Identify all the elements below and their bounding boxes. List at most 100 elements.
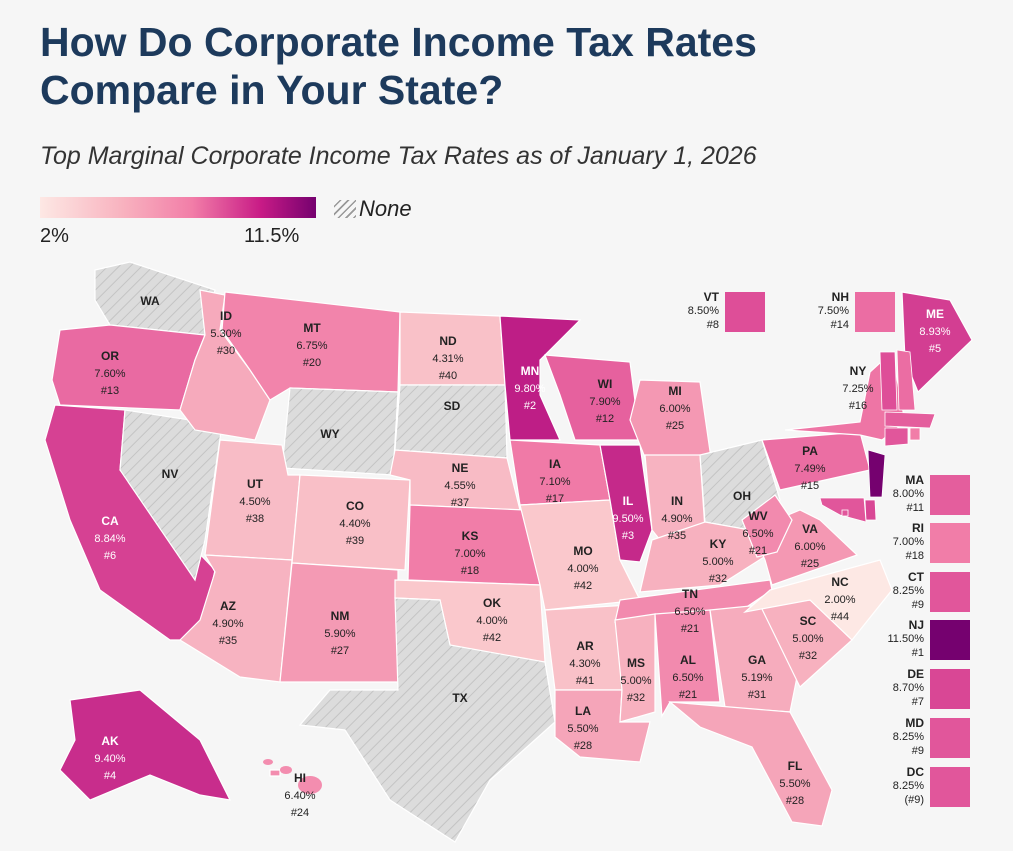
state-rank-label: #25	[666, 420, 684, 432]
state-rate-label: 7.00%	[454, 548, 485, 560]
callout-swatch-dc	[930, 767, 970, 807]
state-wy	[281, 387, 399, 476]
callout-rank: #9	[911, 599, 924, 611]
state-rank-label: #39	[346, 535, 364, 547]
state-rank-label: #4	[104, 770, 116, 782]
state-abbr-label: UT	[247, 477, 264, 491]
state-rate-label: 5.90%	[324, 628, 355, 640]
state-rate-label: 5.00%	[702, 556, 733, 568]
state-rank-label: #21	[749, 545, 767, 557]
state-rate-label: 4.30%	[569, 658, 600, 670]
state-abbr-label: WY	[320, 427, 339, 441]
state-rate-label: 5.00%	[792, 633, 823, 645]
state-rank-label: #41	[576, 675, 594, 687]
state-abbr-label: TX	[452, 691, 467, 705]
state-rank-label: #21	[679, 689, 697, 701]
state-rate-label: 6.40%	[284, 790, 315, 802]
state-hi-island	[298, 776, 322, 794]
state-rank-label: #3	[622, 530, 634, 542]
subtitle: Top Marginal Corporate Income Tax Rates …	[40, 142, 757, 170]
state-al	[654, 609, 721, 719]
state-rate-label: 9.40%	[94, 753, 125, 765]
state-vt	[879, 351, 898, 411]
callout-swatch-vt	[725, 292, 765, 332]
state-nj	[867, 449, 886, 498]
state-rank-label: #31	[748, 689, 766, 701]
callout-abbr: VT	[703, 290, 719, 304]
state-rate-label: 4.40%	[339, 518, 370, 530]
callout-label-ma: MA 8.00% #11	[874, 473, 924, 515]
callout-rank: #11	[906, 502, 924, 514]
state-abbr-label: ID	[220, 309, 232, 323]
state-abbr-label: PA	[802, 444, 818, 458]
callout-rate: 8.50%	[687, 305, 719, 317]
hatch-swatch-icon	[334, 200, 356, 218]
callout-rate: 8.25%	[892, 731, 924, 743]
state-nh	[896, 349, 916, 411]
state-rank-label: #13	[101, 385, 119, 397]
callout-swatch-ri	[930, 523, 970, 563]
state-rate-label: 5.00%	[620, 675, 651, 687]
state-abbr-label: IL	[623, 494, 634, 508]
callout-rate: 8.25%	[892, 780, 924, 792]
state-tn	[614, 579, 773, 623]
state-abbr-label: CO	[346, 499, 364, 513]
state-rate-label: 5.19%	[741, 672, 772, 684]
state-abbr-label: MN	[521, 364, 540, 378]
callout-abbr: RI	[912, 521, 924, 535]
state-rank-label: #44	[831, 611, 849, 623]
state-rank-label: #35	[668, 530, 686, 542]
state-ct	[884, 427, 909, 447]
state-hi	[269, 769, 281, 777]
callout-abbr: NJ	[908, 618, 924, 632]
state-abbr-label: VA	[802, 522, 818, 536]
state-abbr-label: AL	[680, 653, 696, 667]
state-wv	[741, 494, 793, 558]
state-rate-label: 7.60%	[94, 368, 125, 380]
state-abbr-label: NV	[162, 467, 179, 481]
state-abbr-label: IN	[671, 494, 683, 508]
state-abbr-label: NM	[331, 609, 350, 623]
state-rank-label: #25	[801, 558, 819, 570]
callout-label-nh: NH 7.50% #14	[799, 290, 849, 332]
state-abbr-label: AK	[101, 734, 119, 748]
state-abbr-label: WV	[748, 509, 767, 523]
callout-swatch-ma	[930, 475, 970, 515]
state-dc	[841, 509, 849, 517]
state-ma	[884, 411, 936, 429]
state-rank-label: #42	[483, 632, 501, 644]
callout-label-nj: NJ 11.50% #1	[874, 618, 925, 660]
state-abbr-label: MT	[303, 321, 321, 335]
state-or	[51, 324, 206, 411]
state-rank-label: #32	[627, 692, 645, 704]
state-co	[291, 474, 411, 571]
state-ms	[614, 613, 656, 723]
state-rate-label: 7.49%	[794, 463, 825, 475]
state-abbr-label: FL	[788, 759, 803, 773]
legend-none: None	[334, 196, 412, 222]
state-rate-label: 4.00%	[476, 615, 507, 627]
state-hi-island	[280, 766, 292, 774]
state-abbr-label: OK	[483, 596, 501, 610]
state-rate-label: 6.75%	[296, 340, 327, 352]
callout-swatch-nh	[855, 292, 895, 332]
state-rank-label: #15	[801, 480, 819, 492]
state-abbr-label: ND	[439, 334, 457, 348]
state-rate-label: 7.10%	[539, 476, 570, 488]
callout-abbr: NH	[831, 290, 849, 304]
state-rank-label: #35	[219, 635, 237, 647]
state-rank-label: #38	[246, 513, 264, 525]
legend-max-label: 11.5%	[244, 225, 300, 247]
state-abbr-label: MS	[627, 656, 645, 670]
state-rate-label: 4.31%	[432, 353, 463, 365]
state-rank-label: #12	[596, 413, 614, 425]
legend-min-label: 2%	[40, 225, 69, 247]
callout-abbr: MD	[905, 716, 924, 730]
state-abbr-label: AZ	[220, 599, 236, 613]
callout-rank: #14	[830, 319, 849, 331]
state-abbr-label: TN	[682, 587, 698, 601]
state-rank-label: #21	[681, 623, 699, 635]
callout-rank: #8	[706, 319, 719, 331]
